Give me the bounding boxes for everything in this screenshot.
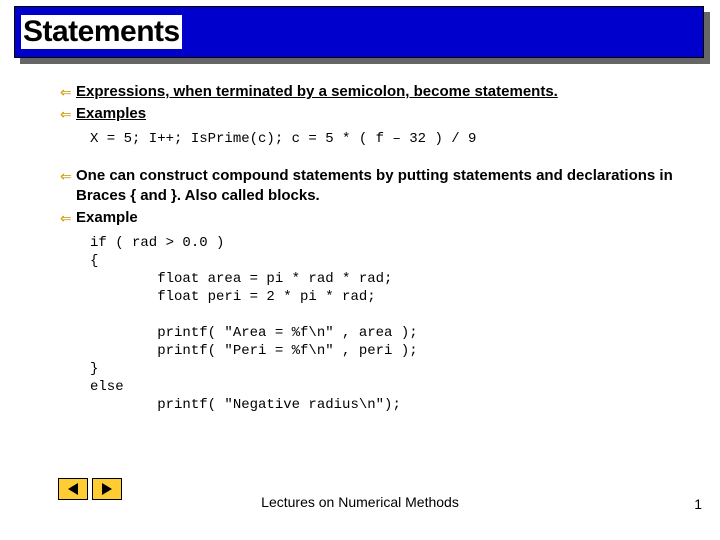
bullet-row: ⇐ Expressions, when terminated by a semi… (60, 82, 690, 102)
page-number: 1 (694, 496, 702, 512)
footer-text: Lectures on Numerical Methods (261, 494, 459, 510)
bullet-text: Example (76, 208, 138, 228)
code-block-2: if ( rad > 0.0 ) { float area = pi * rad… (90, 234, 690, 414)
bullet-row: ⇐ Example (60, 208, 690, 228)
bullet-text: Examples (76, 104, 146, 124)
bullet-row: ⇐ One can construct compound statements … (60, 166, 690, 206)
bullet-arrow-icon: ⇐ (60, 82, 76, 102)
bullet-text: One can construct compound statements by… (76, 166, 690, 206)
bullet-row: ⇐ Examples (60, 104, 690, 124)
title-bar: Statements (14, 6, 704, 58)
bullet-arrow-icon: ⇐ (60, 104, 76, 124)
slide-title: Statements (21, 15, 182, 49)
slide-content: ⇐ Expressions, when terminated by a semi… (60, 82, 690, 432)
footer: Lectures on Numerical Methods (0, 494, 720, 512)
bullet-arrow-icon: ⇐ (60, 208, 76, 228)
bullet-text: Expressions, when terminated by a semico… (76, 82, 558, 102)
bullet-arrow-icon: ⇐ (60, 166, 76, 186)
code-block-1: X = 5; I++; IsPrime(c); c = 5 * ( f – 32… (90, 130, 690, 148)
